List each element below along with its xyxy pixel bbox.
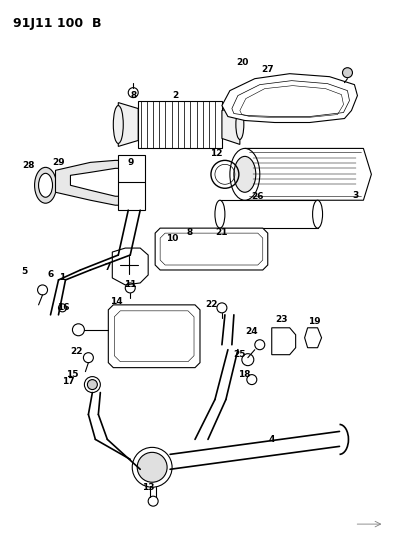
Ellipse shape [137,453,167,482]
Polygon shape [272,328,296,354]
Ellipse shape [38,173,53,197]
Text: 22: 22 [206,301,218,309]
Polygon shape [118,156,145,210]
Text: 19: 19 [308,317,321,326]
Text: 8: 8 [187,228,193,237]
Text: 6: 6 [48,270,53,279]
Polygon shape [112,248,148,285]
Text: 23: 23 [276,316,288,324]
Text: 91J11 100: 91J11 100 [13,17,83,30]
Ellipse shape [234,156,256,192]
Polygon shape [220,200,318,228]
Text: 12: 12 [210,149,222,158]
Text: 8: 8 [130,91,136,100]
Ellipse shape [230,148,260,200]
Polygon shape [55,160,125,205]
Text: 26: 26 [251,192,264,201]
Polygon shape [245,148,371,200]
Polygon shape [118,102,138,147]
Text: 5: 5 [21,268,28,277]
Text: 16: 16 [57,303,70,312]
Text: 22: 22 [70,347,83,356]
Text: 25: 25 [234,350,246,359]
Text: 27: 27 [261,65,274,74]
Text: 24: 24 [246,327,258,336]
Text: 13: 13 [142,483,154,492]
Polygon shape [109,305,200,368]
Ellipse shape [236,110,244,140]
Text: 3: 3 [352,191,358,200]
Polygon shape [222,104,240,144]
Text: B: B [91,17,101,30]
Ellipse shape [113,106,123,143]
Polygon shape [305,328,322,348]
Ellipse shape [343,68,352,78]
Text: 1: 1 [59,273,66,282]
Text: 21: 21 [216,228,228,237]
Text: 14: 14 [110,297,123,306]
Text: 11: 11 [124,280,137,289]
Text: 9: 9 [127,158,133,167]
Polygon shape [138,101,222,148]
Text: 20: 20 [237,58,249,67]
Polygon shape [155,228,268,270]
Text: 4: 4 [268,435,275,444]
Polygon shape [222,74,358,123]
Text: 28: 28 [22,161,35,170]
Ellipse shape [215,200,225,228]
Ellipse shape [34,167,57,203]
Text: 17: 17 [62,377,75,386]
Ellipse shape [88,379,97,390]
Text: 2: 2 [172,91,178,100]
Text: 7: 7 [104,263,110,272]
Text: 18: 18 [238,370,250,379]
Ellipse shape [312,200,323,228]
Text: 29: 29 [52,158,65,167]
Text: 10: 10 [166,233,178,243]
Text: 15: 15 [66,370,79,379]
